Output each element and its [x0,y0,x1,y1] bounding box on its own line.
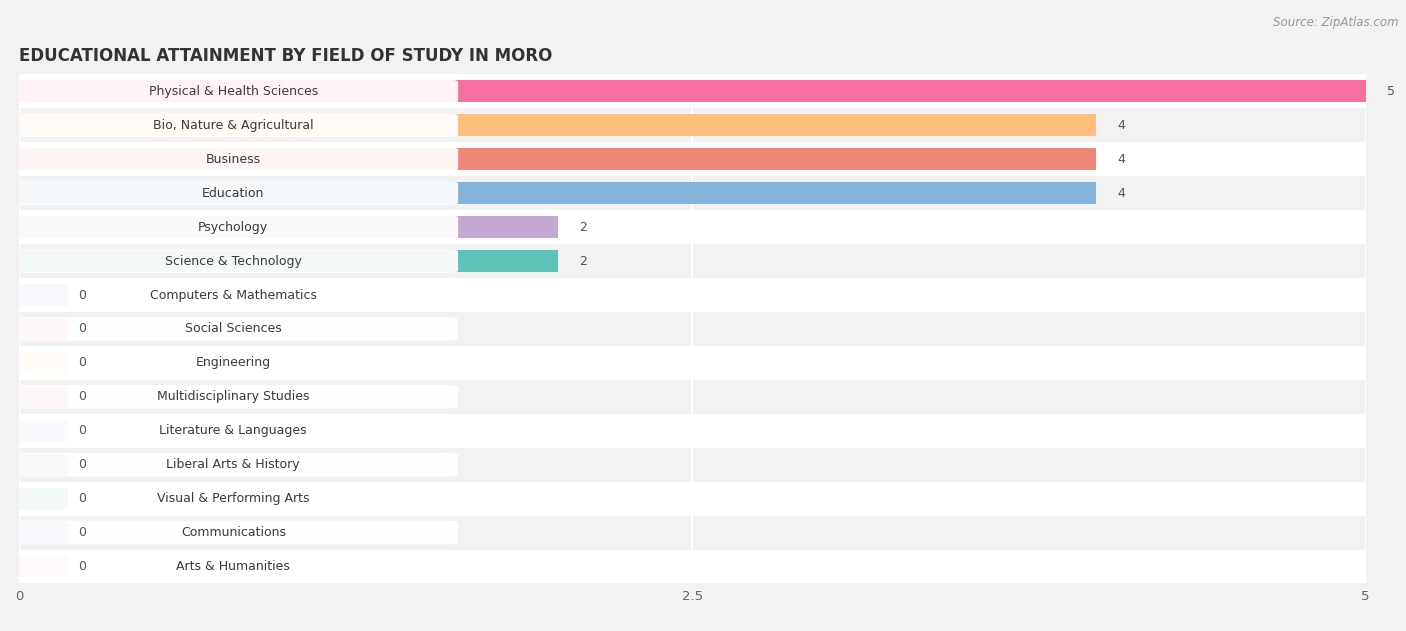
Text: Liberal Arts & History: Liberal Arts & History [166,458,299,471]
Text: Communications: Communications [181,526,285,539]
FancyBboxPatch shape [8,80,458,103]
Bar [20,352,67,374]
Text: 0: 0 [79,560,86,573]
Text: Computers & Mathematics: Computers & Mathematics [150,288,316,302]
Text: Education: Education [202,187,264,199]
Text: Business: Business [205,153,262,166]
FancyBboxPatch shape [8,181,458,205]
Text: Literature & Languages: Literature & Languages [159,424,307,437]
Text: Multidisciplinary Studies: Multidisciplinary Studies [157,391,309,403]
FancyBboxPatch shape [8,249,458,273]
Bar [20,250,558,272]
Bar [20,555,67,577]
Bar [20,114,1097,136]
Text: Engineering: Engineering [195,357,271,369]
Bar [20,420,67,442]
Bar [20,80,1365,102]
Text: 4: 4 [1118,153,1126,166]
Text: Bio, Nature & Agricultural: Bio, Nature & Agricultural [153,119,314,132]
Text: 0: 0 [79,322,86,336]
Text: Source: ZipAtlas.com: Source: ZipAtlas.com [1274,16,1399,29]
Text: 0: 0 [79,458,86,471]
Bar [20,284,67,306]
Bar [20,278,1365,312]
Bar [20,176,1365,210]
Text: Arts & Humanities: Arts & Humanities [176,560,290,573]
Text: 2: 2 [579,221,588,233]
Bar [20,182,1097,204]
Bar [20,318,67,340]
FancyBboxPatch shape [8,148,458,171]
Text: 4: 4 [1118,187,1126,199]
FancyBboxPatch shape [8,351,458,375]
Text: 0: 0 [79,424,86,437]
Text: 0: 0 [79,357,86,369]
Text: 2: 2 [579,254,588,268]
Text: Visual & Performing Arts: Visual & Performing Arts [157,492,309,505]
FancyBboxPatch shape [8,555,458,579]
Bar [20,244,1365,278]
FancyBboxPatch shape [8,215,458,239]
Bar [20,346,1365,380]
Bar [20,210,1365,244]
Bar [20,148,1097,170]
Text: 0: 0 [79,492,86,505]
Bar [20,521,67,543]
Bar [20,74,1365,109]
Text: 0: 0 [79,391,86,403]
Bar [20,550,1365,584]
Text: 4: 4 [1118,119,1126,132]
Bar [20,216,558,238]
Text: Physical & Health Sciences: Physical & Health Sciences [149,85,318,98]
Text: EDUCATIONAL ATTAINMENT BY FIELD OF STUDY IN MORO: EDUCATIONAL ATTAINMENT BY FIELD OF STUDY… [20,47,553,64]
FancyBboxPatch shape [8,487,458,510]
Text: Social Sciences: Social Sciences [184,322,281,336]
Bar [20,380,1365,414]
Bar [20,448,1365,481]
FancyBboxPatch shape [8,385,458,409]
Bar [20,143,1365,176]
Text: Science & Technology: Science & Technology [165,254,302,268]
Bar [20,414,1365,448]
Bar [20,454,67,476]
FancyBboxPatch shape [8,521,458,545]
Bar [20,516,1365,550]
FancyBboxPatch shape [8,419,458,442]
FancyBboxPatch shape [8,317,458,341]
Text: 0: 0 [79,526,86,539]
Bar [20,312,1365,346]
Bar [20,481,1365,516]
Bar [20,109,1365,143]
Bar [20,488,67,510]
FancyBboxPatch shape [8,114,458,137]
FancyBboxPatch shape [8,453,458,476]
Text: 0: 0 [79,288,86,302]
FancyBboxPatch shape [8,283,458,307]
Bar [20,386,67,408]
Text: 5: 5 [1388,85,1395,98]
Text: Psychology: Psychology [198,221,269,233]
